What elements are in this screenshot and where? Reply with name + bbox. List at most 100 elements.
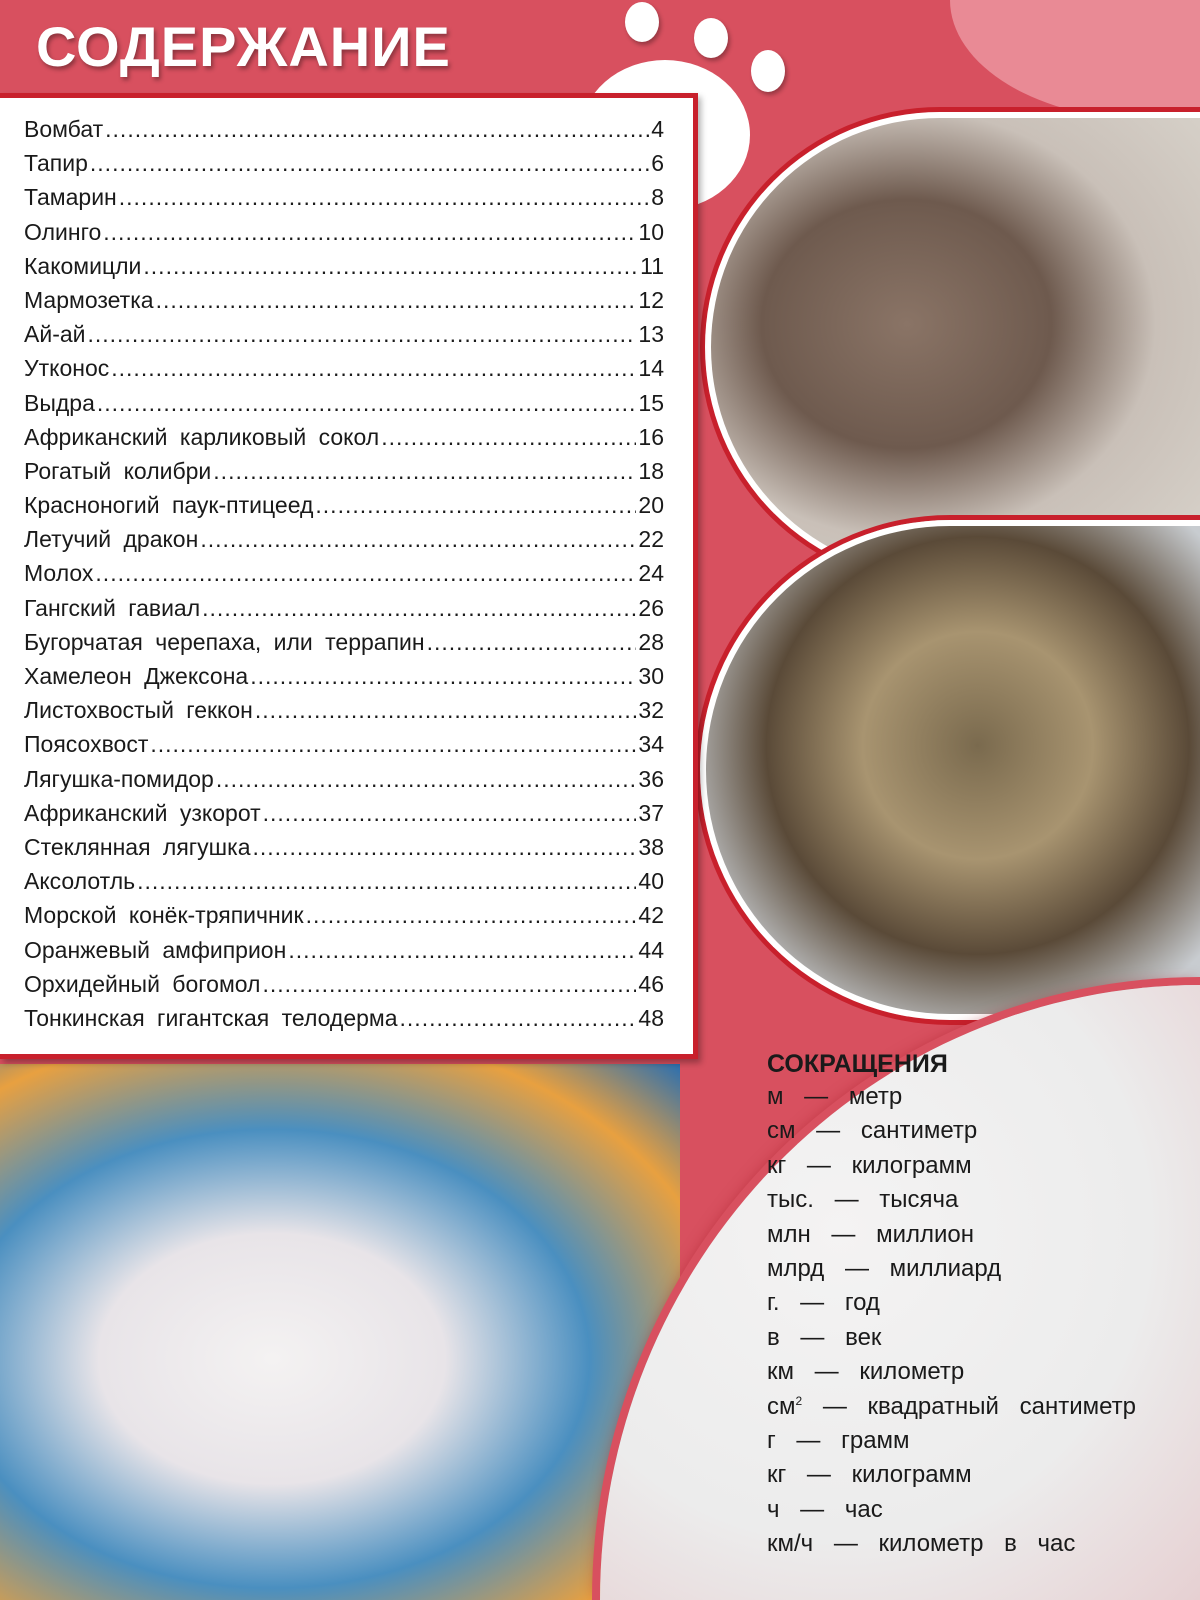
abbreviation-item: млн — миллион [767, 1220, 975, 1248]
abbreviation-item: в — век [767, 1323, 882, 1351]
abbreviation-item: кг — килограмм [767, 1151, 972, 1179]
toc-entry-name: Рогатый колибри [24, 457, 212, 484]
toc-entry-name: Красноногий паук-птицеед [24, 492, 314, 519]
toc-entry[interactable]: Молох 24 [24, 560, 664, 594]
toc-entry-page: 10 [638, 218, 664, 245]
toc-entry-name: Листохвостый геккон [24, 697, 253, 724]
abbreviation-meaning: грамм [841, 1426, 910, 1454]
dot-leader [143, 253, 638, 280]
toc-entry-page: 26 [638, 594, 664, 621]
abbreviation-meaning: метр [848, 1083, 903, 1110]
toc-entry-page: 8 [651, 184, 664, 211]
toc-entry[interactable]: Африканский карликовый сокол 16 [24, 424, 664, 458]
toc-entry[interactable]: Гангский гавиал 26 [24, 595, 664, 629]
toc-entry-name: Поясохвост [24, 731, 149, 758]
toc-entry-name: Какомицли [24, 252, 142, 279]
abbreviation-meaning: километр [859, 1358, 965, 1386]
toc-entry[interactable]: Мармозетка 12 [24, 287, 664, 321]
toc-entry[interactable]: Какомицли 11 [24, 253, 664, 287]
toc-entry-page: 18 [638, 457, 664, 484]
abbreviation: млн [767, 1220, 811, 1248]
dot-leader [150, 731, 636, 758]
dot-leader [400, 1005, 637, 1032]
abbreviation-meaning: час [844, 1495, 883, 1523]
dot-leader [315, 492, 636, 519]
dot-leader [253, 834, 637, 861]
toc-entry-name: Хамелеон Джексона [24, 663, 249, 689]
toc-entry[interactable]: Листохвостый геккон 32 [24, 697, 664, 731]
toc-entry[interactable]: Олинго 10 [24, 219, 664, 253]
dot-leader [202, 595, 636, 622]
axolotl-photo [0, 1064, 680, 1600]
toc-entry-page: 14 [638, 355, 664, 382]
toc-entry-name: Выдра [24, 389, 95, 416]
toc-entry[interactable]: Вомбат 4 [24, 116, 664, 150]
toc-entry[interactable]: Африканский узкорот 37 [24, 800, 664, 834]
abbreviation-meaning: килограмм [851, 1151, 972, 1179]
toc-entry[interactable]: Тонкинская гигантская телодерма 48 [24, 1005, 664, 1039]
toc-entry-page: 22 [638, 526, 664, 553]
toc-entry-page: 30 [638, 663, 664, 689]
toc-entry-page: 40 [638, 868, 664, 895]
abbreviation-item: см — сантиметр [767, 1117, 978, 1145]
paw-print-dot [625, 2, 659, 42]
abbreviation-meaning: килограмм [851, 1461, 972, 1489]
abbreviation-meaning: тысяча [879, 1186, 959, 1214]
toc-entry[interactable]: Поясохвост 34 [24, 731, 664, 765]
toc-entry-page: 28 [638, 628, 664, 655]
toc-entry[interactable]: Аксолотль 40 [24, 868, 664, 902]
toc-entry-name: Африканский карликовый сокол [24, 423, 380, 450]
toc-entry-page: 13 [638, 321, 664, 348]
toc-entry[interactable]: Рогатый колибри 18 [24, 458, 664, 492]
dot-leader [216, 766, 637, 793]
toc-entry[interactable]: Утконос 14 [24, 355, 664, 389]
toc-entry-name: Бугорчатая черепаха, или террапин [24, 628, 425, 655]
toc-entry-name: Тапир [24, 150, 88, 177]
toc-entry[interactable]: Хамелеон Джексона 30 [24, 663, 664, 697]
paw-print-dot [751, 50, 785, 92]
abbreviation-item: м — метр [767, 1083, 903, 1110]
dot-leader [105, 116, 649, 143]
toc-entry-name: Вомбат [24, 116, 104, 142]
toc-entry-name: Утконос [24, 355, 110, 382]
toc-entry-page: 36 [638, 765, 664, 792]
page-title: СОДЕРЖАНИЕ [36, 15, 451, 78]
toc-entry[interactable]: Лягушка-помидор 36 [24, 766, 664, 800]
abbreviation-meaning: год [844, 1289, 880, 1317]
abbreviation: км [767, 1358, 794, 1386]
toc-entry-name: Лягушка-помидор [24, 765, 214, 792]
toc-entry[interactable]: Красноногий паук-птицеед 20 [24, 492, 664, 526]
toc-entry-page: 24 [638, 560, 664, 587]
abbreviations-title: СОКРАЩЕНИЯ [767, 1050, 948, 1078]
toc-entry[interactable]: Морской конёк-тряпичник 42 [24, 902, 664, 936]
dot-leader [255, 697, 637, 724]
toc-entry-page: 44 [638, 936, 664, 963]
table-of-contents: Вомбат 4 Тапир 6 Тамарин 8 Олинго 10 Какомицли 11… [0, 93, 698, 1059]
toc-entry[interactable]: Выдра 15 [24, 390, 664, 424]
toc-entry[interactable]: Стеклянная лягушка 38 [24, 834, 664, 868]
abbreviation-item: км/ч — километр в час [767, 1530, 1076, 1558]
toc-entry[interactable]: Тамарин 8 [24, 184, 664, 218]
toc-entry[interactable]: Ай-ай 13 [24, 321, 664, 355]
toc-entry-name: Морской конёк-тряпичник [24, 902, 304, 929]
toc-entry-page: 34 [638, 731, 664, 758]
toc-entry-name: Стеклянная лягушка [24, 833, 251, 860]
dot-leader [97, 390, 637, 417]
toc-entry[interactable]: Оранжевый амфиприон 44 [24, 937, 664, 971]
toc-entry-name: Оранжевый амфиприон [24, 936, 287, 963]
toc-entry-name: Тамарин [24, 184, 117, 211]
abbreviation-meaning: миллион [876, 1220, 975, 1248]
dot-leader [137, 868, 636, 895]
toc-entry-page: 4 [651, 116, 664, 142]
toc-entry-page: 37 [638, 799, 664, 826]
toc-entry-page: 16 [638, 423, 664, 450]
toc-entry[interactable]: Бугорчатая черепаха, или террапин 28 [24, 629, 664, 663]
toc-entry[interactable]: Тапир 6 [24, 150, 664, 184]
lizard-photo [700, 520, 1200, 1020]
abbreviation-item: км — километр [767, 1358, 965, 1386]
toc-entry[interactable]: Летучий дракон 22 [24, 526, 664, 560]
abbreviation-meaning: километр в час [878, 1530, 1076, 1558]
toc-entry[interactable]: Орхидейный богомол 46 [24, 971, 664, 1005]
abbreviations-list: м — метр см — сантиметр кг — килограмм тыс.… [767, 1083, 1136, 1564]
abbreviation: м [767, 1083, 784, 1110]
